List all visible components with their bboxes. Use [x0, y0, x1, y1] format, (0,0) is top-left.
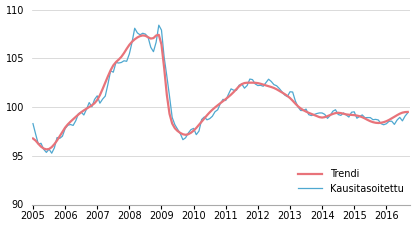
Legend: Trendi, Kausitasoitettu: Trendi, Kausitasoitettu: [294, 165, 408, 198]
